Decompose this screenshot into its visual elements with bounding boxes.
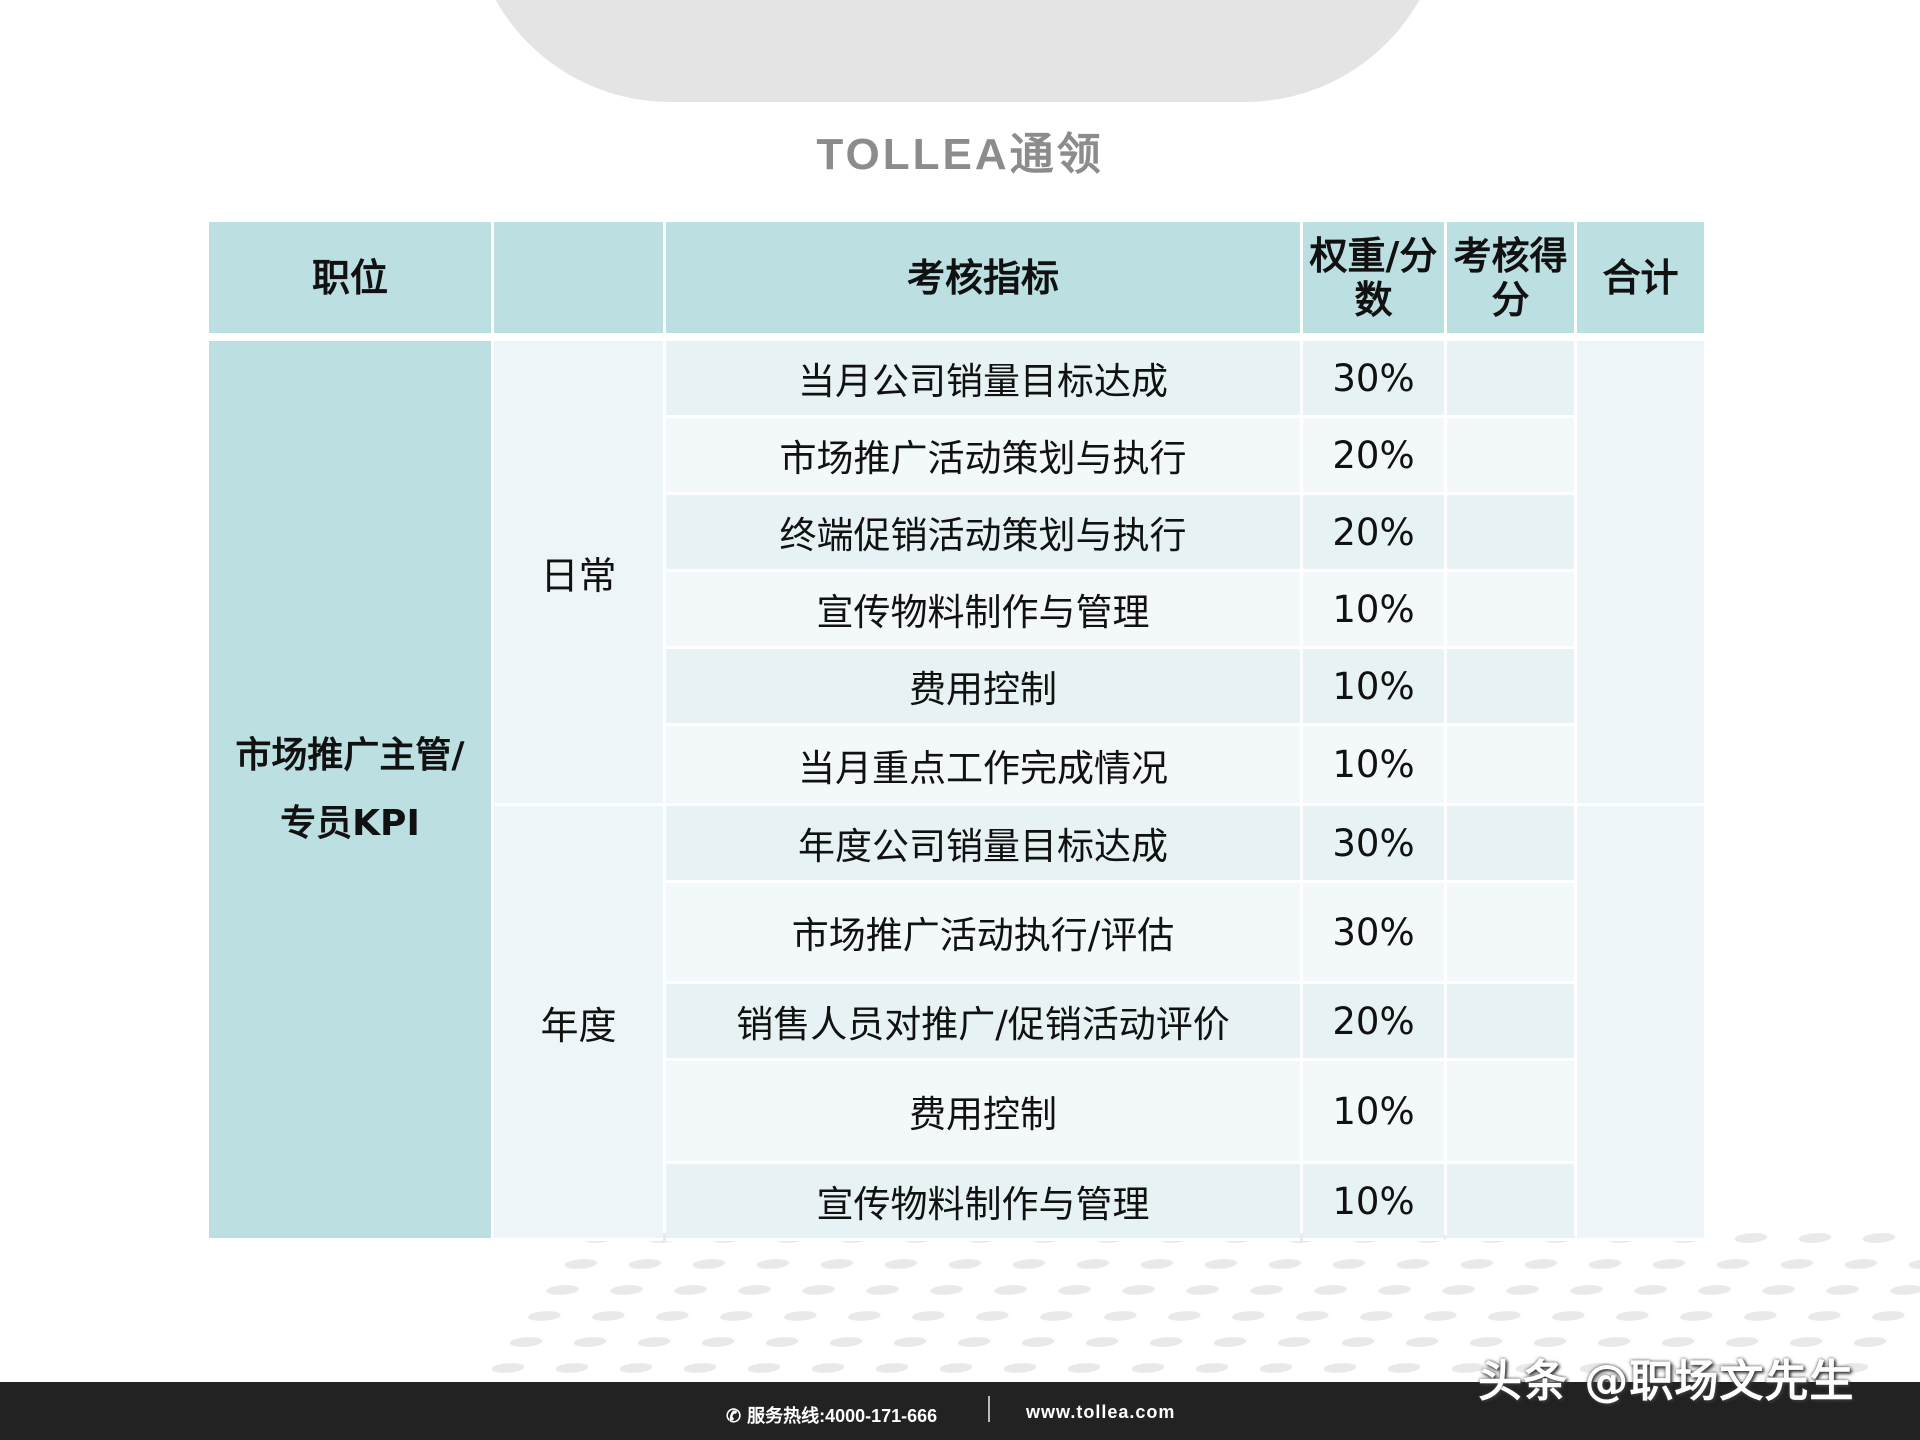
indicator-cell: 市场推广活动执行/评估 <box>666 883 1300 984</box>
watermark: 头条 @职场文先生 <box>1478 1356 1855 1407</box>
weight-cell: 10% <box>1303 572 1444 649</box>
score-cell <box>1447 1061 1574 1164</box>
score-cell <box>1447 726 1574 806</box>
weight-cell: 10% <box>1303 649 1444 726</box>
footer-bar: ✆ 服务热线:4000-171-666 www.tollea.com <box>0 1382 1920 1440</box>
table-header-row: 职位 考核指标 权重/分数 考核得分 合计 <box>209 222 1704 341</box>
header-indicator: 考核指标 <box>666 222 1300 341</box>
weight-cell: 10% <box>1303 726 1444 806</box>
score-cell <box>1447 806 1574 883</box>
kpi-table: 职位 考核指标 权重/分数 考核得分 合计 市场推广主管/专员KPI 日常 当月… <box>206 222 1707 1241</box>
table-row: 销售人员对推广/促销活动评价 20% <box>209 984 1704 1061</box>
indicator-cell: 当月公司销量目标达成 <box>666 341 1300 418</box>
table-row: 年度 年度公司销量目标达成 30% <box>209 806 1704 1241</box>
header-total: 合计 <box>1577 222 1704 341</box>
weight-cell: 20% <box>1303 984 1444 1061</box>
table-row: 终端促销活动策划与执行 20% <box>209 495 1704 572</box>
score-cell <box>1447 572 1574 649</box>
weight-cell: 30% <box>1303 806 1444 883</box>
weight-cell: 30% <box>1303 341 1444 418</box>
score-cell <box>1447 1164 1574 1241</box>
weight-cell: 30% <box>1303 883 1444 984</box>
indicator-cell: 当月重点工作完成情况 <box>666 726 1300 806</box>
score-cell <box>1447 883 1574 984</box>
indicator-cell: 宣传物料制作与管理 <box>666 572 1300 649</box>
table-row: 费用控制 10% <box>209 649 1704 726</box>
footer-website[interactable]: www.tollea.com <box>1026 1402 1176 1422</box>
total-cell <box>1577 341 1704 806</box>
score-cell <box>1447 495 1574 572</box>
score-cell <box>1447 649 1574 726</box>
total-cell <box>1577 806 1704 1241</box>
indicator-cell: 年度公司销量目标达成 <box>666 806 1300 883</box>
table-row: 市场推广活动策划与执行 20% <box>209 418 1704 495</box>
indicator-cell: 宣传物料制作与管理 <box>666 1164 1300 1241</box>
brand-logo: TOLLEA通领 <box>816 130 1104 179</box>
table-row: 费用控制 10% <box>209 1061 1704 1164</box>
header-score: 考核得分 <box>1447 222 1574 341</box>
table-row: 市场推广活动执行/评估 30% <box>209 883 1704 984</box>
score-cell <box>1447 418 1574 495</box>
indicator-cell: 销售人员对推广/促销活动评价 <box>666 984 1300 1061</box>
weight-cell: 20% <box>1303 495 1444 572</box>
indicator-cell: 费用控制 <box>666 1061 1300 1164</box>
phone-icon: ✆ <box>726 1406 742 1426</box>
score-cell <box>1447 984 1574 1061</box>
header-tab <box>470 0 1445 102</box>
indicator-cell: 市场推广活动策划与执行 <box>666 418 1300 495</box>
indicator-cell: 费用控制 <box>666 649 1300 726</box>
score-cell <box>1447 341 1574 418</box>
position-cell: 市场推广主管/专员KPI <box>209 341 491 1241</box>
weight-cell: 20% <box>1303 418 1444 495</box>
header-weight: 权重/分数 <box>1303 222 1444 341</box>
table-row: 当月重点工作完成情况 10% <box>209 726 1704 806</box>
footer-hotline: ✆ 服务热线:4000-171-666 <box>726 1402 937 1428</box>
header-category <box>494 222 663 341</box>
table-row: 宣传物料制作与管理 10% <box>209 572 1704 649</box>
category-cell: 年度 <box>494 806 663 1241</box>
weight-cell: 10% <box>1303 1061 1444 1164</box>
footer-divider <box>988 1396 990 1422</box>
indicator-cell: 终端促销活动策划与执行 <box>666 495 1300 572</box>
position-label: 市场推广主管/专员KPI <box>235 734 465 844</box>
table-row: 宣传物料制作与管理 10% <box>209 1164 1704 1241</box>
table-row: 市场推广主管/专员KPI 日常 当月公司销量目标达成 30% <box>209 341 1704 1241</box>
category-cell: 日常 <box>494 341 663 806</box>
hotline-text: 服务热线:4000-171-666 <box>747 1406 938 1426</box>
weight-cell: 10% <box>1303 1164 1444 1241</box>
header-position: 职位 <box>209 222 491 341</box>
